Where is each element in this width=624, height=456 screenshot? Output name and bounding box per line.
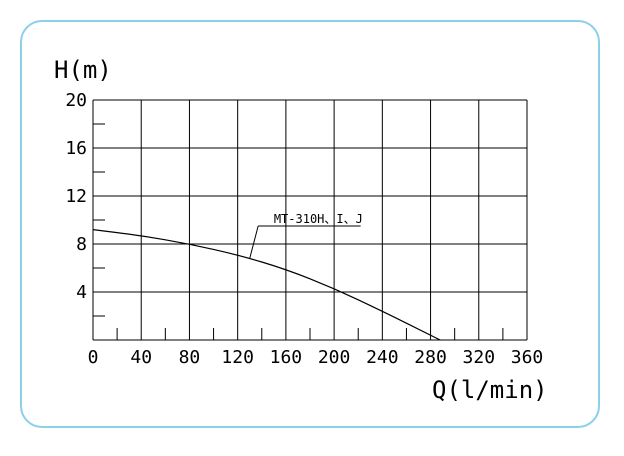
x-tick-label: 80 xyxy=(179,347,201,368)
minor-ticks xyxy=(93,123,504,340)
y-tick-labels: 4 8 12 16 20 xyxy=(65,90,87,303)
series-lines: MT-310H、I、J xyxy=(92,212,441,341)
x-tick-label: 360 xyxy=(511,347,544,368)
x-tick-label: 240 xyxy=(366,347,399,368)
x-tick-labels: 0 40 80 120 160 200 240 280 320 360 xyxy=(88,347,544,368)
x-tick-label: 40 xyxy=(130,347,152,368)
x-tick-label: 0 xyxy=(88,347,99,368)
y-tick-label: 4 xyxy=(76,282,87,303)
y-axis-title: H(m) xyxy=(54,56,112,84)
x-tick-label: 160 xyxy=(270,347,303,368)
y-tick-label: 16 xyxy=(65,138,87,159)
y-tick-label: 20 xyxy=(65,90,87,111)
series-leader-line xyxy=(249,225,259,259)
x-tick-label: 280 xyxy=(414,347,447,368)
x-tick-label: 320 xyxy=(463,347,496,368)
x-axis-title: Q(l/min) xyxy=(432,376,548,404)
chart-frame xyxy=(20,20,600,428)
y-tick-label: 8 xyxy=(76,234,87,255)
grid-lines xyxy=(92,99,528,341)
y-tick-label: 12 xyxy=(65,186,87,207)
series-line xyxy=(92,229,441,341)
x-tick-label: 120 xyxy=(221,347,254,368)
series-label: MT-310H、I、J xyxy=(274,212,363,226)
x-tick-label: 200 xyxy=(318,347,351,368)
